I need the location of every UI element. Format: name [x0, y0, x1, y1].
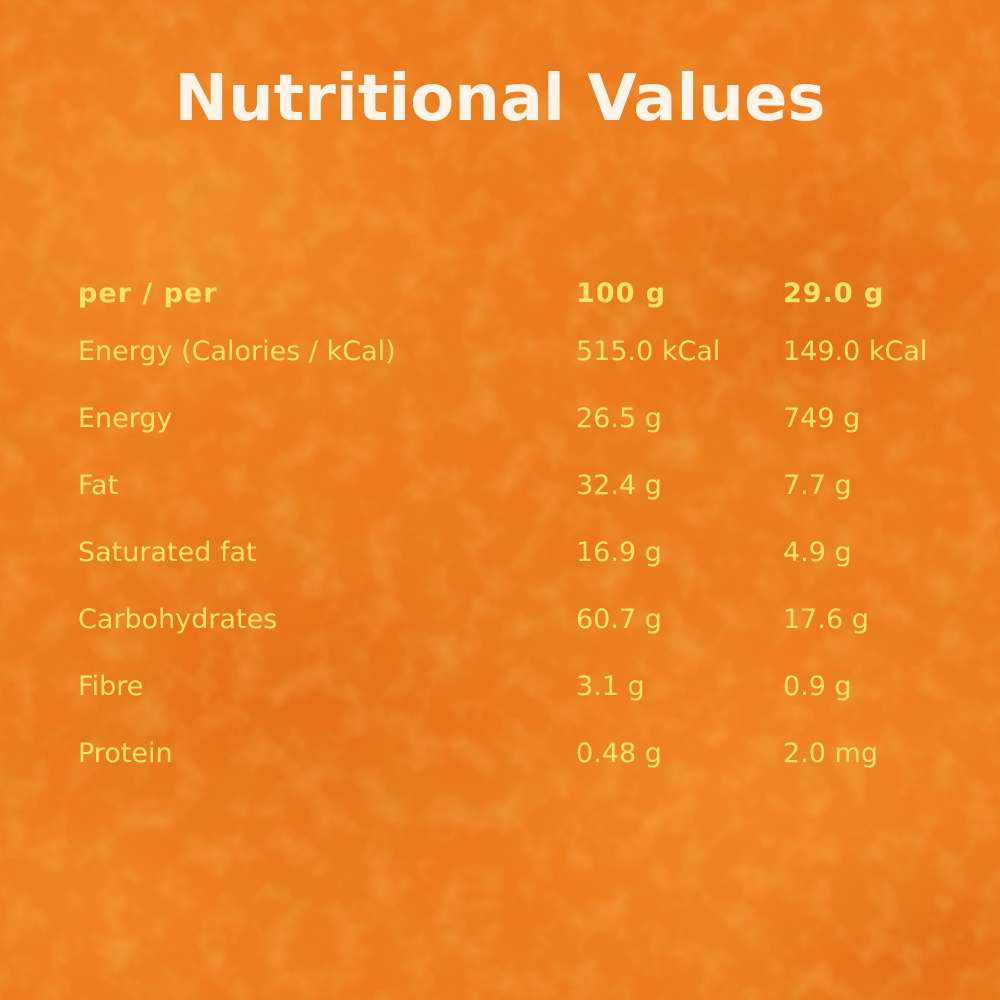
row-value-per-100g: 515.0 kCal — [576, 336, 721, 367]
row-value-per-100g: 0.48 g — [576, 738, 662, 769]
row-value-per-serving: 7.7 g — [783, 470, 852, 501]
page-title: Nutritional Values — [174, 62, 826, 136]
row-value-per-serving: 17.6 g — [783, 604, 869, 635]
row-value-per-100g: 32.4 g — [576, 470, 662, 501]
row-value-per-100g: 26.5 g — [576, 403, 662, 434]
table-row: Carbohydrates 60.7 g 17.6 g — [78, 586, 938, 653]
row-label: Energy — [78, 403, 173, 434]
table-row: Energy 26.5 g 749 g — [78, 385, 938, 452]
nutrition-table: per / per 100 g 29.0 g Energy (Calories … — [78, 268, 938, 787]
row-label: Carbohydrates — [78, 604, 278, 635]
row-value-per-serving: 0.9 g — [783, 671, 852, 702]
row-label: Energy (Calories / kCal) — [78, 336, 396, 367]
header-per-serving: 29.0 g — [783, 277, 885, 309]
row-label: Fibre — [78, 671, 144, 702]
row-label: Fat — [78, 470, 119, 501]
table-row: Fat 32.4 g 7.7 g — [78, 452, 938, 519]
row-value-per-serving: 749 g — [783, 403, 861, 434]
row-value-per-100g: 16.9 g — [576, 537, 662, 568]
header-per-100g: 100 g — [576, 277, 667, 309]
table-header-row: per / per 100 g 29.0 g — [78, 268, 938, 318]
row-value-per-serving: 4.9 g — [783, 537, 852, 568]
row-value-per-100g: 60.7 g — [576, 604, 662, 635]
table-row: Fibre 3.1 g 0.9 g — [78, 653, 938, 720]
row-value-per-serving: 149.0 kCal — [783, 336, 928, 367]
table-row: Protein 0.48 g 2.0 mg — [78, 720, 938, 787]
table-row: Saturated fat 16.9 g 4.9 g — [78, 519, 938, 586]
row-label: Saturated fat — [78, 537, 257, 568]
header-label: per / per — [78, 277, 218, 309]
table-row: Energy (Calories / kCal) 515.0 kCal 149.… — [78, 318, 938, 385]
row-value-per-serving: 2.0 mg — [783, 738, 878, 769]
row-label: Protein — [78, 738, 173, 769]
row-value-per-100g: 3.1 g — [576, 671, 645, 702]
